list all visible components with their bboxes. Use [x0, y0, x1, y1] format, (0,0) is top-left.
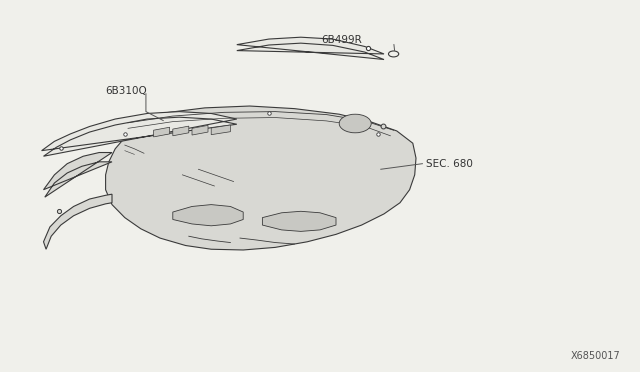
- Polygon shape: [192, 125, 208, 135]
- Text: SEC. 680: SEC. 680: [426, 159, 472, 169]
- Polygon shape: [173, 205, 243, 226]
- Text: X6850017: X6850017: [571, 351, 621, 361]
- Polygon shape: [237, 37, 384, 60]
- Polygon shape: [211, 125, 230, 135]
- Circle shape: [339, 114, 371, 133]
- Text: 6B310Q: 6B310Q: [106, 86, 147, 96]
- Polygon shape: [262, 211, 336, 231]
- Polygon shape: [44, 153, 112, 197]
- Polygon shape: [42, 112, 237, 156]
- Polygon shape: [44, 194, 112, 249]
- Polygon shape: [90, 106, 416, 250]
- Polygon shape: [154, 127, 170, 137]
- Text: 6B499R: 6B499R: [321, 35, 362, 45]
- Polygon shape: [173, 126, 189, 136]
